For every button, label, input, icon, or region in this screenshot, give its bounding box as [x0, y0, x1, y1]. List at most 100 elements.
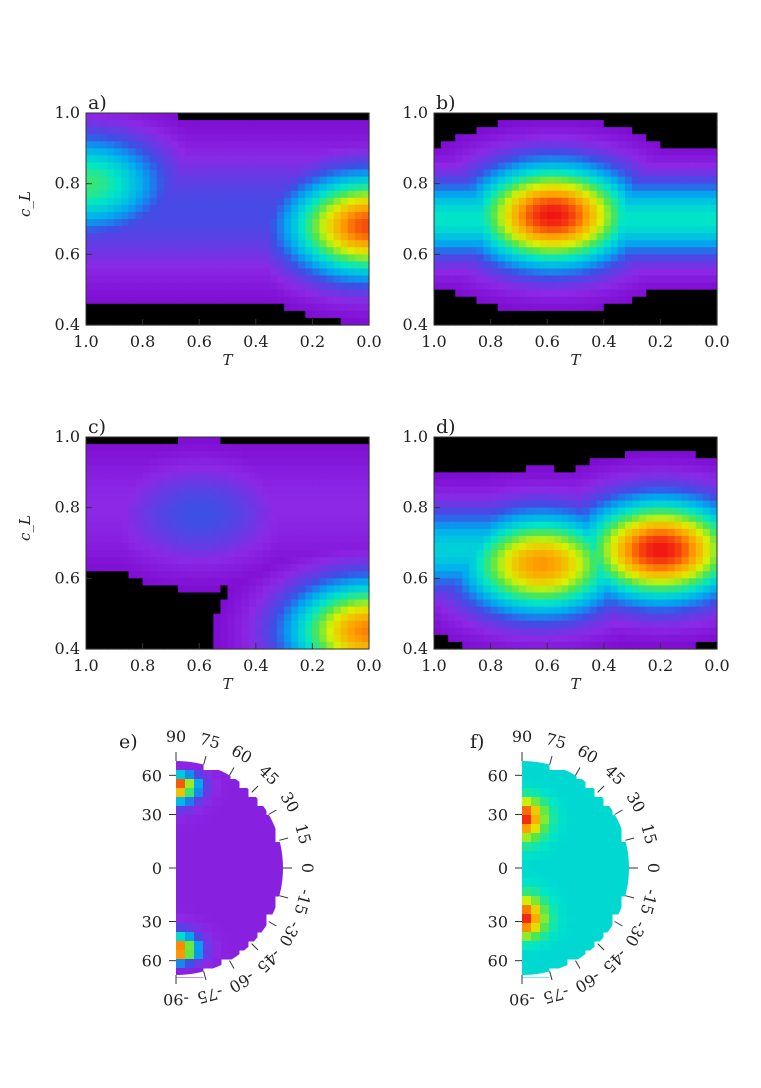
heat-cell	[234, 254, 243, 262]
heat-cell	[610, 500, 619, 509]
heat-cell	[617, 472, 626, 480]
heat-cell	[653, 479, 661, 488]
heat-cell	[213, 599, 222, 608]
heat-cell	[646, 550, 654, 558]
heat-cell	[476, 592, 485, 601]
heat-cell	[596, 451, 605, 459]
heat-cell	[533, 528, 541, 537]
heat-cell	[333, 641, 342, 650]
heat-cell	[177, 254, 186, 262]
heat-cell	[185, 493, 193, 502]
heat-cell	[248, 233, 257, 241]
heat-cell	[220, 493, 229, 502]
heat-cell	[617, 437, 626, 445]
heat-cell	[326, 528, 335, 537]
heat-cell	[128, 148, 137, 156]
heat-cell	[262, 134, 271, 142]
heat-cell	[284, 437, 292, 445]
heat-cell	[347, 120, 356, 128]
heat-cell	[142, 585, 151, 594]
heat-cell	[490, 141, 499, 149]
heat-cell	[441, 479, 449, 488]
heat-cell	[185, 507, 193, 516]
heat-cell	[603, 162, 612, 171]
heat-cell	[220, 254, 229, 262]
heat-cell	[596, 620, 605, 629]
heat-cell	[262, 528, 271, 537]
heat-cell	[333, 268, 342, 277]
heat-cell	[617, 226, 626, 234]
heat-cell	[227, 310, 236, 319]
heat-cell	[277, 268, 285, 277]
heat-cell	[121, 620, 130, 629]
heat-cell	[518, 578, 527, 586]
heat-cell	[434, 507, 442, 516]
heat-cell	[540, 155, 548, 164]
heat-cell	[277, 521, 285, 530]
heat-cell	[86, 155, 94, 164]
heat-cell	[326, 500, 335, 509]
heat-cell	[434, 155, 442, 164]
heat-cell	[455, 247, 463, 255]
heat-cell	[291, 514, 299, 523]
heat-cell	[497, 282, 506, 291]
heat-cell	[298, 634, 306, 643]
heat-cell	[639, 627, 647, 636]
heat-cell	[610, 141, 619, 149]
heat-cell	[206, 458, 214, 466]
heat-cell	[653, 444, 661, 452]
heat-cell	[149, 472, 158, 480]
heat-cell	[170, 528, 179, 537]
heat-cell	[617, 493, 626, 502]
heat-cell	[632, 113, 640, 121]
heat-cell	[156, 282, 165, 291]
heat-cell	[361, 451, 370, 459]
heat-cell	[525, 317, 534, 326]
heat-cell	[476, 296, 485, 305]
heat-cell	[434, 127, 442, 135]
heat-cell	[269, 528, 278, 537]
heat-cell	[483, 634, 492, 643]
heat-cell	[596, 113, 605, 121]
heat-cell	[86, 240, 94, 248]
heat-cell	[284, 296, 292, 305]
heat-cell	[554, 592, 562, 601]
heat-cell	[483, 627, 492, 636]
heat-cell	[646, 634, 654, 643]
heat-cell	[262, 458, 271, 466]
heat-cell	[312, 155, 321, 164]
heat-cell	[533, 620, 541, 629]
heat-cell	[121, 458, 130, 466]
heat-cell	[441, 176, 449, 185]
heat-cell	[511, 113, 520, 121]
heat-cell	[681, 627, 690, 636]
heat-cell	[646, 507, 654, 516]
heat-cell	[561, 162, 570, 171]
heat-cell	[596, 458, 605, 466]
heat-cell	[455, 120, 463, 128]
heat-cell	[589, 571, 598, 579]
heat-cell	[525, 282, 534, 291]
heat-cell	[610, 120, 619, 128]
heat-cell	[617, 183, 626, 192]
disc-cell	[212, 851, 222, 861]
heat-cell	[177, 204, 186, 213]
heat-cell	[441, 521, 449, 530]
heat-cell	[354, 204, 363, 213]
heat-cell	[575, 535, 584, 544]
heat-cell	[255, 226, 264, 234]
heat-cell	[568, 197, 577, 206]
heat-cell	[695, 472, 704, 480]
heat-cell	[688, 296, 697, 305]
heat-cell	[234, 550, 243, 558]
heat-cell	[568, 606, 577, 615]
heat-cell	[455, 197, 463, 206]
heat-cell	[291, 176, 299, 185]
heat-cell	[483, 557, 492, 565]
heat-cell	[688, 289, 697, 298]
heat-cell	[511, 190, 520, 199]
heat-cell	[469, 543, 478, 551]
heat-cell	[142, 296, 151, 305]
heat-cell	[681, 535, 690, 544]
heat-cell	[86, 599, 94, 608]
